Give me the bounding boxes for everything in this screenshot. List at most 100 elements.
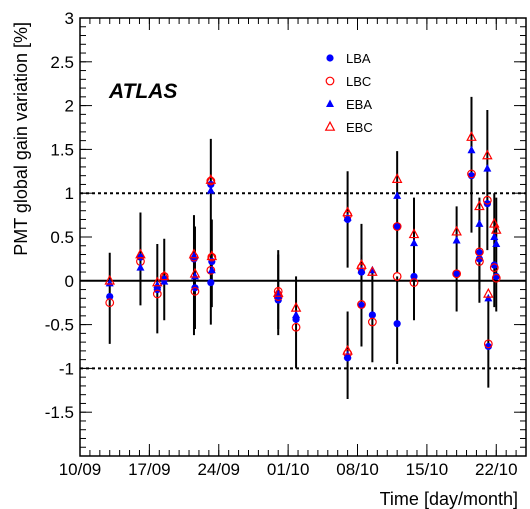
data-point-eba xyxy=(292,310,301,318)
data-point-lbc xyxy=(206,176,216,186)
data-point-ebc xyxy=(356,258,367,269)
x-tick-label: 08/10 xyxy=(336,460,379,479)
x-tick-label: 22/10 xyxy=(475,460,518,479)
data-point-eba xyxy=(136,263,145,271)
data-point-lba xyxy=(453,270,461,278)
legend-label-lba: LBA xyxy=(346,51,371,66)
data-point-ebc xyxy=(272,286,284,297)
data-point-lbc xyxy=(206,265,216,275)
data-point-ebc xyxy=(466,131,477,141)
data-point-eba xyxy=(492,239,501,248)
data-point-lbc xyxy=(291,322,301,332)
atlas-label: ATLAS xyxy=(108,80,177,103)
series-ebc xyxy=(104,131,502,355)
data-point-ebc xyxy=(290,301,302,312)
data-point-ebc xyxy=(488,217,500,228)
data-point-lbc xyxy=(105,298,115,308)
data-point-ebc xyxy=(104,274,116,285)
y-tick-label: 2 xyxy=(65,97,74,116)
data-point-lba xyxy=(393,320,401,328)
data-point-lba xyxy=(410,272,418,281)
tick-labels: 3 2.5 2 1.5 1 0.5 0 -0.5 -1 -1.5 10/09 17/09 24/09 01… xyxy=(45,9,518,479)
data-point-lba xyxy=(475,255,484,263)
data-point-lba xyxy=(393,222,401,231)
data-point-lbc xyxy=(367,317,377,327)
data-point-lba xyxy=(475,249,484,257)
x-tick-label: 01/10 xyxy=(267,460,310,479)
data-point-ebc xyxy=(342,344,353,355)
data-point-lbc xyxy=(392,222,402,231)
data-point-lbc xyxy=(190,286,200,296)
data-point-lbc xyxy=(409,278,419,287)
data-point-lbc xyxy=(482,195,492,205)
data-point-ebc xyxy=(451,225,462,236)
y-tick-label: -0.5 xyxy=(45,316,74,335)
data-point-eba xyxy=(410,238,419,247)
x-tick-label: 15/10 xyxy=(406,460,449,479)
data-point-eba xyxy=(393,191,402,199)
data-point-ebc xyxy=(482,149,493,160)
data-point-eba xyxy=(206,186,215,194)
data-point-lbc xyxy=(491,273,501,283)
legend-label-ebc: EBC xyxy=(346,120,373,135)
data-point-eba xyxy=(207,265,216,274)
data-point-lba xyxy=(368,311,376,319)
data-point-ebc xyxy=(152,276,163,287)
reference-lines xyxy=(80,192,526,370)
data-point-ebc xyxy=(189,267,201,278)
legend-label-eba: EBA xyxy=(346,97,372,112)
y-tick-label: 0.5 xyxy=(50,228,74,247)
data-point-ebc xyxy=(474,200,485,211)
y-tick-label: 3 xyxy=(65,9,74,28)
y-tick-label: 1 xyxy=(65,184,74,203)
legend: LBA LBC EBA EBC xyxy=(324,51,373,135)
data-point-lbc xyxy=(475,257,484,266)
data-point-lbc xyxy=(475,247,484,257)
x-tick-label: 24/09 xyxy=(197,460,240,479)
legend-marker-lba xyxy=(326,54,334,62)
data-point-lba xyxy=(490,261,498,269)
data-point-lbc xyxy=(452,269,462,279)
axis-ticks xyxy=(79,17,527,457)
data-point-lbc xyxy=(357,300,366,309)
y-tick-label: -1.5 xyxy=(45,403,74,422)
data-point-eba xyxy=(475,219,484,227)
data-point-lba xyxy=(207,278,215,287)
legend-marker-eba xyxy=(326,99,334,107)
data-point-ebc xyxy=(367,265,378,276)
y-tick-label: 0 xyxy=(65,272,74,291)
data-point-lbc xyxy=(207,252,217,262)
legend-marker-lbc xyxy=(325,76,335,86)
data-point-lbc xyxy=(489,263,499,273)
data-markers xyxy=(104,131,502,362)
y-axis-title: PMT global gain variation [%] xyxy=(11,22,31,256)
data-point-ebc xyxy=(205,173,217,184)
data-point-eba xyxy=(160,277,169,285)
data-point-lba xyxy=(106,292,114,301)
legend-label-lbc: LBC xyxy=(346,74,371,89)
x-axis-title: Time [day/month] xyxy=(380,489,518,509)
data-point-eba xyxy=(483,164,492,172)
data-point-eba xyxy=(490,232,499,240)
data-point-lbc xyxy=(467,169,476,179)
data-point-ebc xyxy=(490,223,502,234)
series-lbc xyxy=(105,169,501,358)
data-point-ebc xyxy=(342,206,353,217)
y-tick-label: 2.5 xyxy=(50,53,74,72)
data-point-lbc xyxy=(392,272,402,281)
data-point-ebc xyxy=(135,248,146,259)
error-bars xyxy=(108,96,498,400)
data-point-ebc xyxy=(483,287,494,298)
legend-marker-ebc xyxy=(324,120,336,131)
data-point-ebc xyxy=(206,250,218,261)
data-point-eba xyxy=(357,265,366,274)
data-point-lba xyxy=(357,301,366,309)
data-point-lbc xyxy=(483,339,493,349)
data-point-ebc xyxy=(391,173,403,183)
data-point-ebc xyxy=(158,270,170,281)
y-tick-label: 1.5 xyxy=(50,140,74,159)
data-point-ebc xyxy=(188,248,200,259)
data-point-eba xyxy=(452,236,461,244)
data-point-eba xyxy=(467,145,476,154)
